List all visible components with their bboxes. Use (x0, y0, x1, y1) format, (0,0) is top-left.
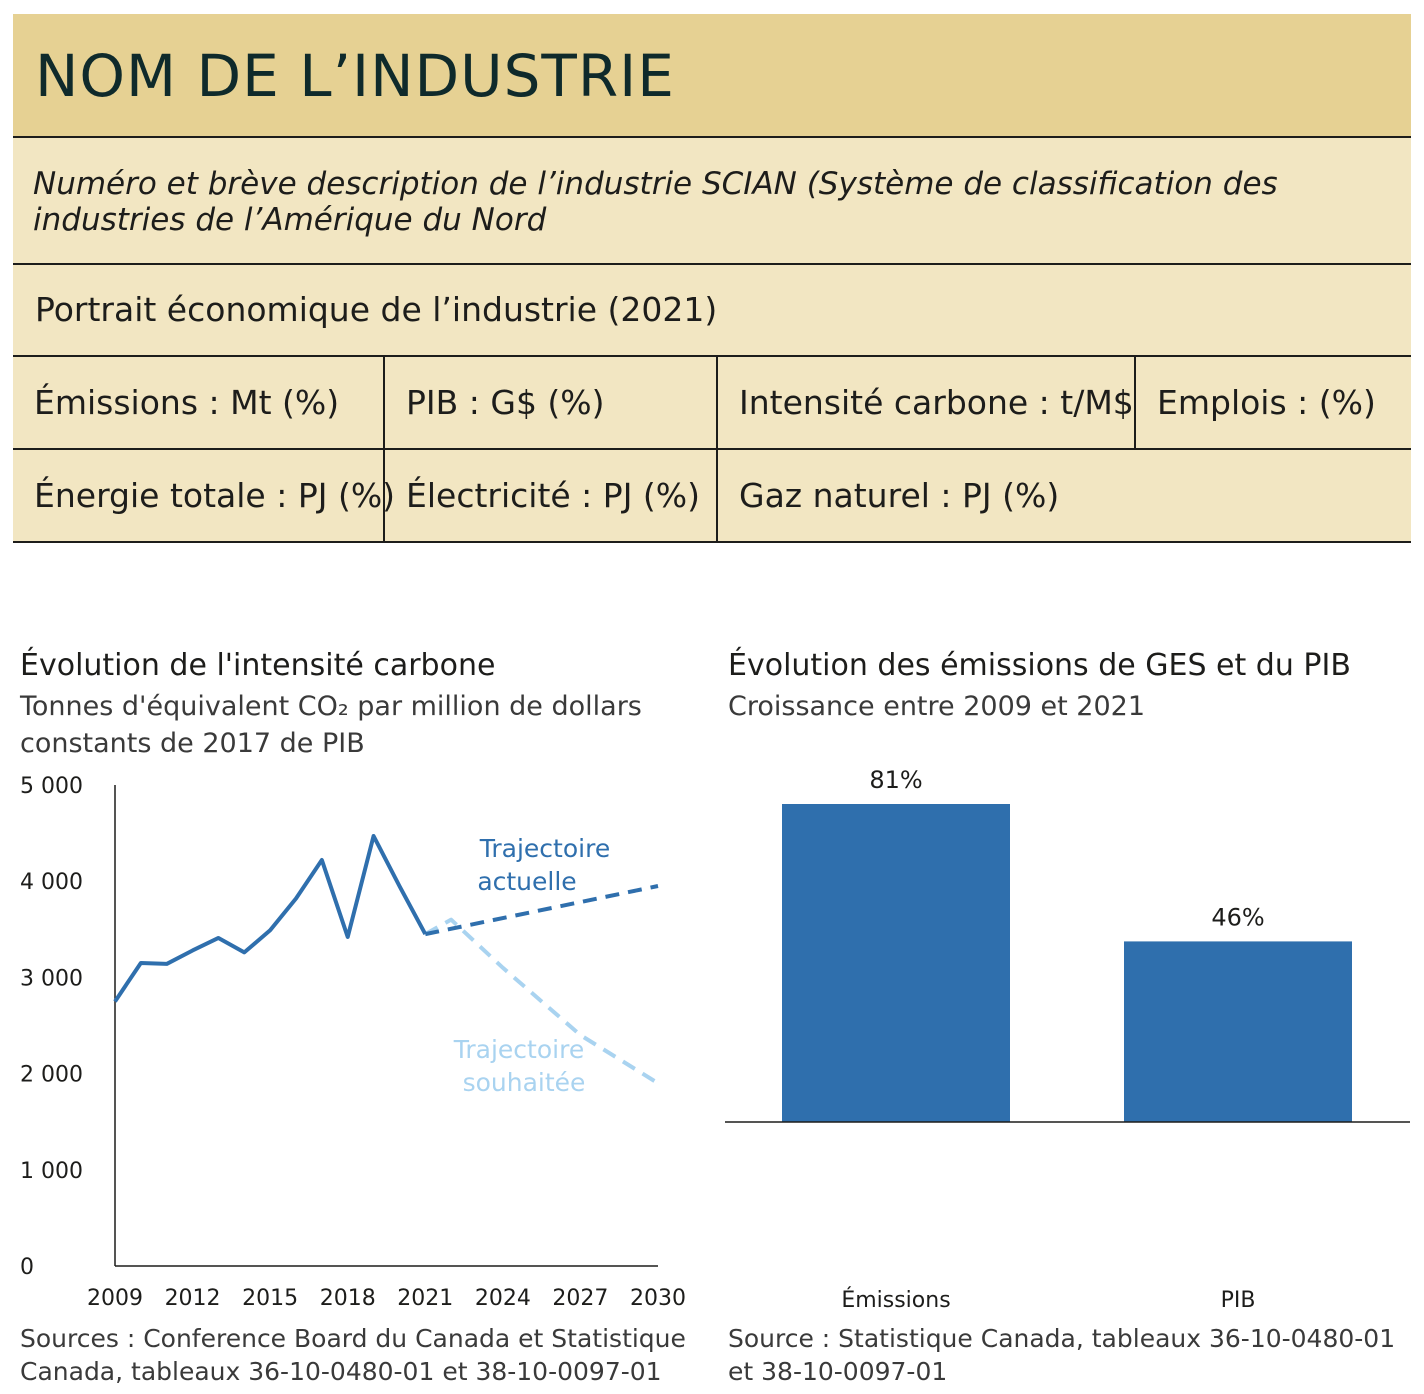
left-chart-title: Évolution de l'intensité carbone (20, 648, 496, 683)
right-chart-title: Évolution des émissions de GES et du PIB (728, 648, 1351, 683)
emissions-gdp-bar-chart: 81% Émissions 46% PIB (725, 766, 1410, 1313)
series-desired-trajectory-line (424, 917, 660, 1085)
electricity-label: Électricité : PJ (%) (406, 476, 701, 515)
title-band: NOM DE L’INDUSTRIE (13, 14, 1411, 138)
industry-header: NOM DE L’INDUSTRIE Numéro et brève descr… (13, 14, 1411, 544)
left-chart-subtitle-line2: constants de 2017 de PIB (20, 728, 365, 759)
cell-total-energy: Énergie totale : PJ (%) (13, 450, 395, 541)
portrait-band: Portrait économique de l’industrie (2021… (13, 265, 1411, 357)
emissions-label: Émissions : Mt (%) (34, 383, 340, 422)
right-source-line2: et 38-10-0097-01 (728, 1357, 948, 1386)
cell-jobs: Emplois : (%) (1136, 357, 1411, 448)
x-tick-label: 2024 (475, 1286, 531, 1311)
bar-pib (1124, 941, 1352, 1122)
bar-emissions (782, 804, 1010, 1122)
left-source-line1: Sources : Conference Board du Canada et … (20, 1324, 686, 1353)
cell-natural-gas: Gaz naturel : PJ (%) (718, 450, 1411, 541)
y-tick-label: 4 000 (20, 870, 83, 895)
annotation-desired-line1: Trajectoire (453, 1035, 584, 1064)
x-tick-label: 2021 (397, 1286, 453, 1311)
x-tick-label: 2027 (552, 1286, 608, 1311)
cell-emissions: Émissions : Mt (%) (13, 357, 385, 448)
annotation-desired-line2: souhaitée (463, 1068, 586, 1097)
page-title: NOM DE L’INDUSTRIE (35, 42, 675, 110)
x-tick-label: 2009 (87, 1286, 143, 1311)
y-tick-label: 3 000 (20, 966, 83, 991)
y-tick-label: 2 000 (20, 1063, 83, 1088)
annotation-current-line1: Trajectoire (479, 834, 610, 863)
left-chart-subtitle: Tonnes d'équivalent CO₂ par million de d… (20, 688, 642, 762)
total-energy-label: Énergie totale : PJ (%) (34, 476, 396, 515)
left-chart-source: Sources : Conference Board du Canada et … (20, 1322, 686, 1388)
series-current-trajectory-line (424, 884, 659, 937)
indicator-row-1: Émissions : Mt (%) PIB : G$ (%) Intensit… (13, 357, 1411, 450)
right-chart-subtitle: Croissance entre 2009 et 2021 (728, 691, 1146, 722)
portrait-label: Portrait économique de l’industrie (2021… (35, 290, 718, 329)
left-source-line2: Canada, tableaux 36-10-0480-01 et 38-10-… (20, 1357, 662, 1386)
jobs-label: Emplois : (%) (1157, 383, 1376, 422)
cell-carbon-intensity: Intensité carbone : t/M$ (718, 357, 1136, 448)
y-tick-label: 5 000 (20, 774, 83, 799)
annotation-current-line2: actuelle (477, 867, 576, 896)
cell-electricity: Électricité : PJ (%) (385, 450, 718, 541)
bar-value-label: 46% (1211, 903, 1264, 931)
cell-pib: PIB : G$ (%) (385, 357, 718, 448)
carbon-intensity-label: Intensité carbone : t/M$ (739, 383, 1134, 422)
x-tick-label: 2015 (242, 1286, 298, 1311)
pib-label: PIB : G$ (%) (406, 383, 605, 422)
category-label: PIB (1221, 1288, 1256, 1313)
category-label: Émissions (841, 1287, 950, 1313)
x-tick-label: 2018 (320, 1286, 376, 1311)
x-tick-label: 2012 (165, 1286, 221, 1311)
y-tick-label: 1 000 (20, 1159, 83, 1184)
carbon-intensity-line-chart: 0 1 000 2 000 3 000 4 000 5 000 2009 2012 2015 20… (20, 774, 686, 1311)
y-tick-label: 0 (20, 1255, 34, 1280)
left-chart-subtitle-line1: Tonnes d'équivalent CO₂ par million de d… (20, 691, 642, 722)
natural-gas-label: Gaz naturel : PJ (%) (739, 476, 1060, 515)
series-historical-line (113, 833, 428, 1003)
x-tick-label: 2030 (630, 1286, 686, 1311)
bar-value-label: 81% (869, 766, 922, 794)
indicator-row-2: Énergie totale : PJ (%) Électricité : PJ… (13, 450, 1411, 543)
industry-description: Numéro et brève description de l’industr… (33, 166, 1278, 238)
right-chart-source: Source : Statistique Canada, tableaux 36… (728, 1322, 1395, 1388)
description-band: Numéro et brève description de l’industr… (13, 138, 1411, 265)
right-source-line1: Source : Statistique Canada, tableaux 36… (728, 1324, 1396, 1353)
